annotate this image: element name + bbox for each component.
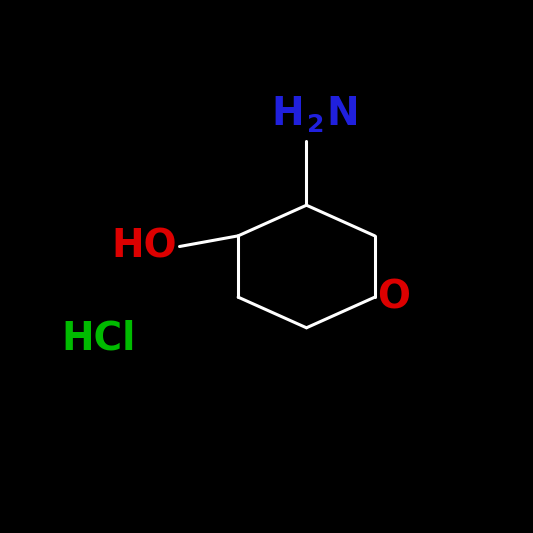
Text: 2: 2 (307, 113, 324, 137)
Text: H: H (271, 95, 304, 133)
Text: HO: HO (111, 228, 177, 265)
Text: O: O (377, 278, 410, 316)
Text: N: N (326, 95, 359, 133)
Text: HCl: HCl (61, 319, 136, 358)
